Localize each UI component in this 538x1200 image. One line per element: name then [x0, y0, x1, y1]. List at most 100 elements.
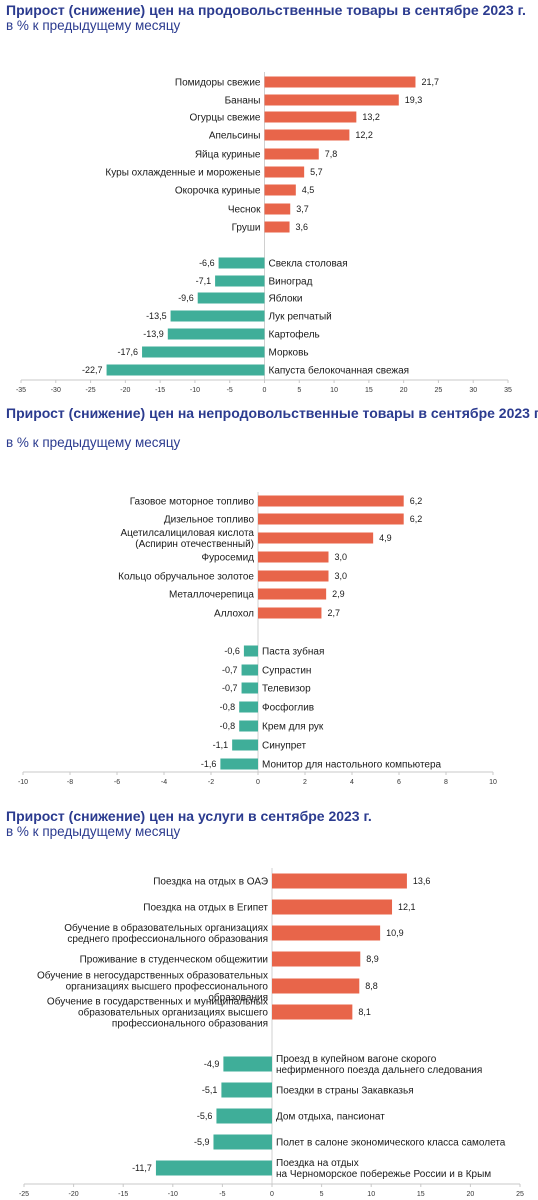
category-label: Поездки в страны Закавказья — [276, 1086, 414, 1097]
chart-subtitle: в % к предыдущему месяцу — [6, 18, 181, 33]
category-label: Супрастин — [262, 666, 311, 677]
bar — [155, 1160, 272, 1176]
x-tick-label: 20 — [467, 1191, 475, 1198]
services-chart-panel: Прирост (снижение) цен на услуги в сентя… — [0, 800, 538, 1200]
x-tick-label: -4 — [161, 779, 167, 786]
value-label: 13,2 — [362, 112, 380, 122]
x-tick-label: -10 — [168, 1191, 178, 1198]
bar — [264, 111, 357, 123]
chart-subtitle: в % к предыдущему месяцу — [6, 435, 181, 450]
value-label: 8,9 — [366, 954, 379, 964]
category-label: Обучение в государственных и муниципальн… — [47, 996, 269, 1030]
x-tick-label: 4 — [350, 779, 354, 786]
category-label: Дизельное топливо — [164, 515, 255, 526]
value-label: -13,5 — [146, 311, 167, 321]
value-label: -13,9 — [143, 329, 164, 339]
bar — [264, 129, 350, 141]
bar — [264, 184, 296, 196]
value-label: 12,1 — [398, 902, 416, 912]
x-tick-label: 10 — [489, 779, 497, 786]
bar — [272, 899, 393, 915]
x-tick-label: -8 — [67, 779, 73, 786]
category-label: Помидоры свежие — [175, 78, 261, 89]
value-label: -0,7 — [222, 665, 238, 675]
bar — [170, 310, 265, 322]
bar — [216, 1108, 272, 1124]
bar — [241, 664, 258, 676]
bar — [106, 364, 265, 376]
value-label: 2,9 — [332, 589, 345, 599]
x-tick-label: -10 — [190, 387, 200, 394]
category-label: Фуросемид — [202, 553, 255, 564]
bar — [264, 221, 290, 233]
bar — [213, 1134, 272, 1150]
x-tick-label: -15 — [118, 1191, 128, 1198]
category-label: Обучение в негосударственных образовател… — [37, 970, 268, 1004]
bar — [258, 513, 404, 525]
bar — [264, 148, 319, 160]
value-label: 12,2 — [355, 130, 373, 140]
food-chart-panel: Прирост (снижение) цен на продовольствен… — [0, 0, 538, 400]
bar — [258, 532, 374, 544]
x-tick-label: 25 — [435, 387, 443, 394]
bar — [258, 607, 322, 619]
bar — [223, 1056, 272, 1072]
value-label: -0,8 — [220, 721, 236, 731]
x-tick-label: -5 — [227, 387, 233, 394]
x-tick-label: 0 — [256, 779, 260, 786]
category-label: Картофель — [269, 329, 320, 341]
value-label: 2,7 — [327, 608, 340, 618]
value-label: 13,6 — [413, 876, 431, 886]
x-tick-label: 0 — [263, 387, 267, 394]
value-label: 3,6 — [296, 222, 309, 232]
category-label: Аллохол — [214, 609, 254, 620]
value-label: 6,2 — [410, 496, 423, 506]
value-label: -22,7 — [82, 365, 103, 375]
x-tick-label: -30 — [51, 387, 61, 394]
x-tick-label: 10 — [367, 1191, 375, 1198]
category-label: Дом отдыха, пансионат — [276, 1112, 385, 1123]
value-label: 19,3 — [405, 95, 423, 105]
x-tick-label: 25 — [516, 1191, 524, 1198]
category-label: Морковь — [269, 348, 309, 359]
category-label: Виноград — [269, 277, 313, 288]
bar — [215, 275, 265, 287]
value-label: 10,9 — [386, 928, 404, 938]
bar — [264, 166, 305, 178]
category-label: Крем для рук — [262, 722, 324, 733]
category-label: Лук репчатый — [269, 312, 332, 323]
bar — [241, 682, 258, 694]
x-tick-label: 5 — [320, 1191, 324, 1198]
bar — [272, 951, 361, 967]
value-label: -1,1 — [213, 740, 229, 750]
category-label: Синупрет — [262, 741, 307, 752]
x-tick-label: -2 — [208, 779, 214, 786]
nonfood-chart-panel: Прирост (снижение) цен на непродовольств… — [0, 400, 538, 790]
value-label: 5,7 — [310, 167, 323, 177]
chart-title: Прирост (снижение) цен на непродовольств… — [6, 405, 538, 421]
x-tick-label: 0 — [270, 1191, 274, 1198]
x-tick-label: -25 — [19, 1191, 29, 1198]
value-label: -1,6 — [201, 759, 217, 769]
category-label: Фосфоглив — [262, 702, 314, 714]
bar — [264, 76, 416, 88]
chart-subtitle: в % к предыдущему месяцу — [6, 824, 181, 839]
x-tick-label: -25 — [86, 387, 96, 394]
chart-title: Прирост (снижение) цен на услуги в сентя… — [6, 808, 372, 824]
category-label: Груши — [232, 223, 261, 234]
category-label: Куры охлажденные и мороженые — [105, 168, 261, 179]
bar — [218, 257, 265, 269]
x-tick-label: 20 — [400, 387, 408, 394]
bar — [167, 328, 265, 340]
value-label: 3,7 — [296, 204, 309, 214]
category-label: Паста зубная — [262, 646, 324, 658]
value-label: -6,6 — [199, 258, 215, 268]
category-label: Проживание в студенческом общежитии — [80, 954, 268, 966]
value-label: 6,2 — [410, 514, 423, 524]
x-tick-label: 8 — [444, 779, 448, 786]
category-label: Кольцо обручальное золотое — [118, 571, 254, 583]
bar — [264, 94, 399, 106]
value-label: -7,1 — [196, 276, 212, 286]
bar — [258, 551, 329, 563]
bar — [272, 925, 381, 941]
